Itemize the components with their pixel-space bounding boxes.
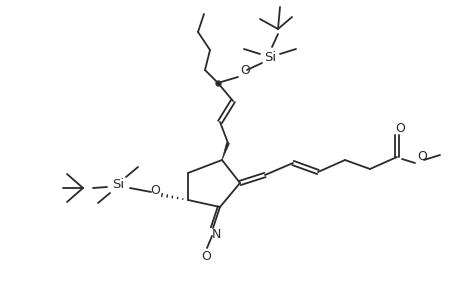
Text: N: N [211, 229, 220, 242]
Text: O: O [394, 122, 404, 134]
Text: Si: Si [112, 178, 124, 191]
Text: O: O [416, 151, 426, 164]
Text: Si: Si [263, 50, 275, 64]
Text: O: O [240, 64, 249, 76]
Text: O: O [201, 250, 211, 262]
Polygon shape [222, 142, 229, 160]
Text: O: O [150, 184, 160, 196]
